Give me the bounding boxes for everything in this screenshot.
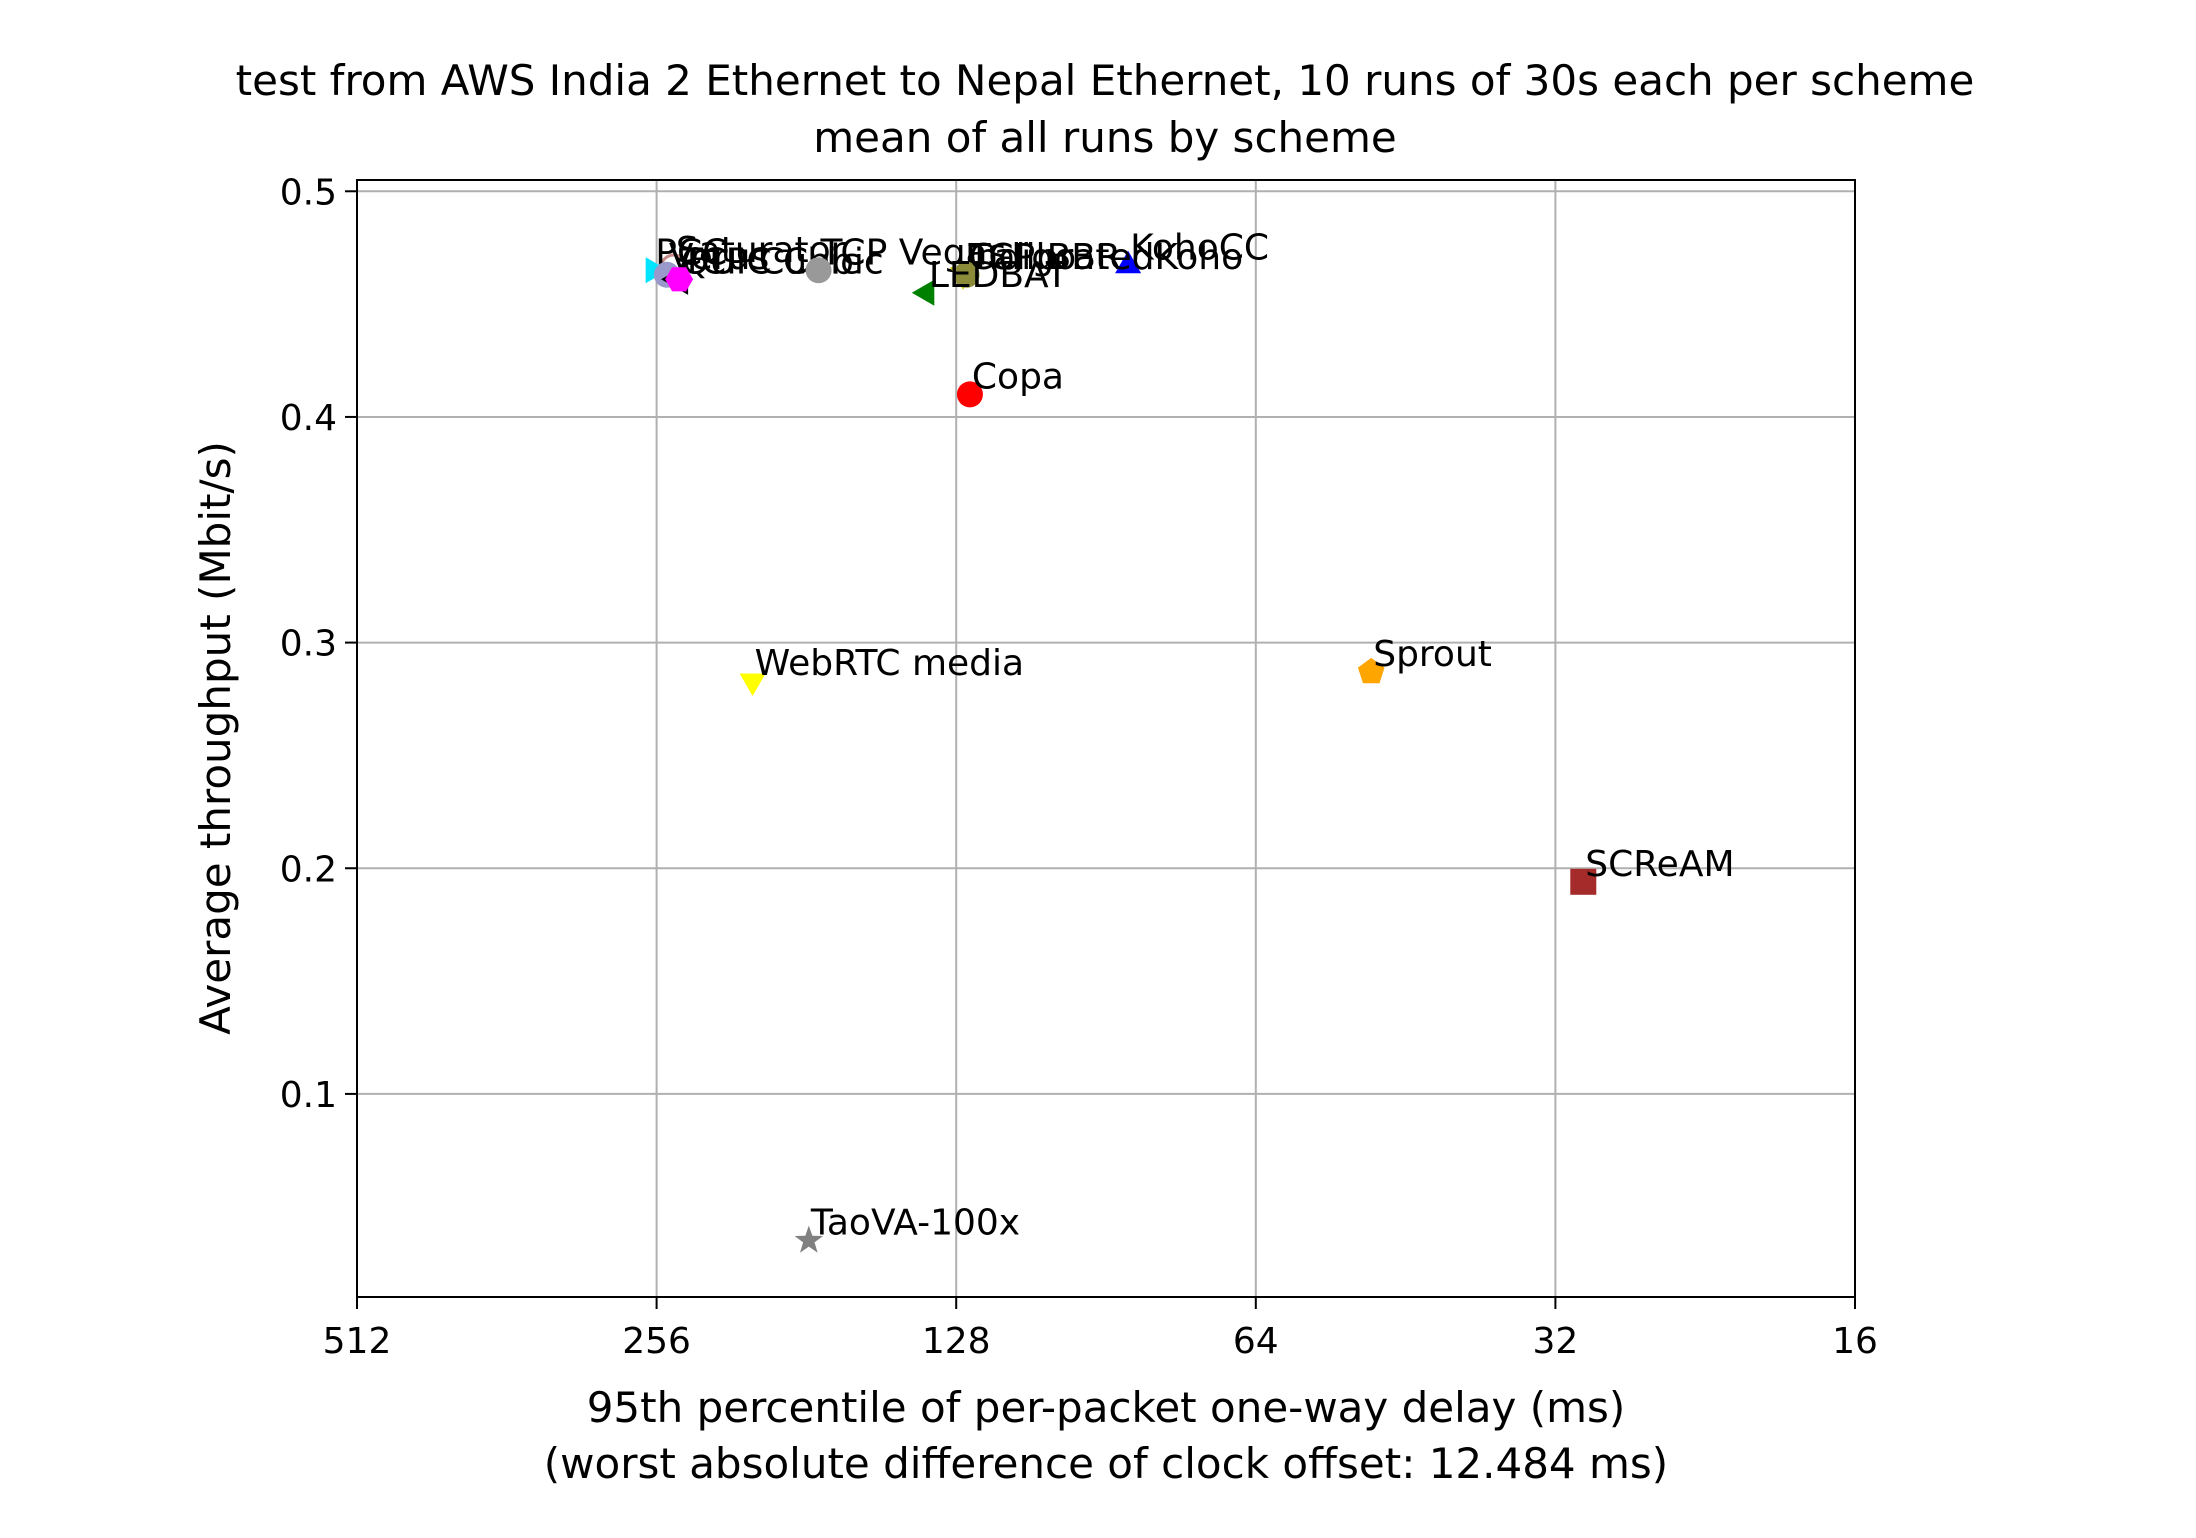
x-tick-label: 16 [1832,1321,1878,1362]
point-copa-label: Copa [972,356,1064,397]
point-kohocc-label: KohoCC [1130,228,1269,269]
point-tcp-vegas-marker [805,257,832,284]
point-ledbat-marker [911,279,935,306]
point-copa-marker [956,381,983,408]
point-webrtc-media-label: WebRTC media [755,643,1024,684]
chart-subtitle: mean of all runs by scheme [813,113,1397,162]
point-kohocc-marker [1115,250,1142,274]
x-tick-label: 256 [622,1321,691,1362]
point-tcp-cubic-marker [665,267,694,292]
y-axis-label: Average throughput (Mbit/s) [191,441,240,1035]
y-tick-label: 0.2 [280,849,337,890]
point-ledbat-label: LEDBAT [929,255,1069,296]
x-axis-ticks: 512 256 128 64 32 16 [323,1297,1878,1362]
y-tick-label: 0.5 [280,172,337,213]
chart-title: test from AWS India 2 Ethernet to Nepal … [236,56,1975,105]
x-axis-label: 95th percentile of per-packet one-way de… [587,1383,1626,1432]
x-tick-label: 32 [1532,1321,1578,1362]
y-tick-label: 0.3 [280,624,337,665]
y-tick-label: 0.4 [280,398,337,439]
point-quic-cubic-label: QUIC Cubic [681,241,883,282]
point-scream-marker [1570,868,1597,895]
x-tick-label: 512 [323,1321,392,1362]
y-axis-ticks: 0.1 0.2 0.3 0.4 0.5 [280,172,357,1116]
point-indigo-label: Indigo [965,237,1076,278]
x-tick-label: 64 [1233,1321,1279,1362]
point-tcp-bbr-label: TCP BBR [967,237,1121,278]
point-tcp-bbr-marker [953,261,980,288]
plot-frame [356,179,1856,1298]
point-calibratedkoho-label: CalibratedKoho [968,237,1243,278]
point-sprout-label: Sprout [1373,634,1492,675]
point-taova-100x-label: TaoVA-100x [810,1203,1020,1244]
point-sprout-marker [1357,657,1385,684]
x-tick-label: 128 [922,1321,991,1362]
point-taova-100x-marker [794,1225,824,1253]
y-tick-label: 0.1 [280,1075,337,1116]
point-webrtc-media-marker [739,673,766,696]
point-scream-label: SCReAM [1585,844,1734,885]
x-axis-label-note: (worst absolute difference of clock offs… [544,1439,1668,1488]
